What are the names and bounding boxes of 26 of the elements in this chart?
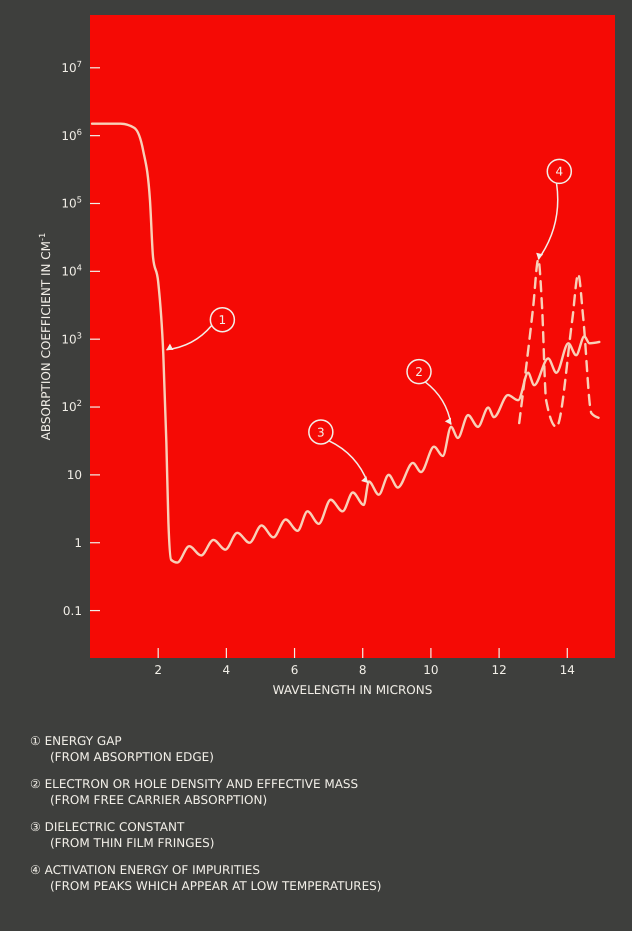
x-tick-label: 6 [290, 663, 298, 677]
x-tick-label: 12 [491, 663, 507, 677]
text: ② ELECTRON OR HOLE DENSITY AND EFFECTIVE MASS (FROM FREE CARRIER ABSORPTION) [30, 777, 358, 807]
y-tick-label: 0.1 [62, 604, 82, 618]
y-tick-label: 10$^{4}$ [61, 262, 82, 279]
x-tick-label: 14 [560, 663, 575, 677]
text: ③ DIELECTRIC CONSTANT (FROM THIN FILM FRINGES) [30, 820, 214, 850]
y-tick-label: 10$^{2}$ [61, 398, 82, 414]
y-tick-label: 10$^{3}$ [61, 330, 82, 346]
y-tick-label: 1 [74, 536, 82, 550]
text: ④ ACTIVATION ENERGY OF IMPURITIES (FROM PEAKS WHICH APPEAR AT LOW TEMPERATURES) [30, 863, 382, 893]
x-tick-label: 2 [154, 663, 162, 677]
y-tick-label: 10$^{7}$ [61, 58, 82, 75]
annotation: 2 [415, 364, 423, 379]
x-axis-title: WAVELENGTH IN MICRONS [272, 683, 432, 697]
annotation: 1 [218, 313, 226, 328]
y-tick-label: 10$^{5}$ [61, 194, 82, 211]
x-tick-label: 4 [222, 663, 230, 677]
annotation: 3 [317, 425, 325, 440]
line-series [90, 122, 601, 564]
annotation: 4 [555, 164, 564, 179]
text: ① ENERGY GAP (FROM ABSORPTION EDGE) [30, 734, 214, 764]
x-tick-label: 10 [423, 663, 439, 677]
y-tick-label: 10$^{6}$ [61, 126, 82, 143]
y-tick-label: 10 [66, 468, 82, 482]
x-tick-label: 8 [358, 663, 367, 677]
